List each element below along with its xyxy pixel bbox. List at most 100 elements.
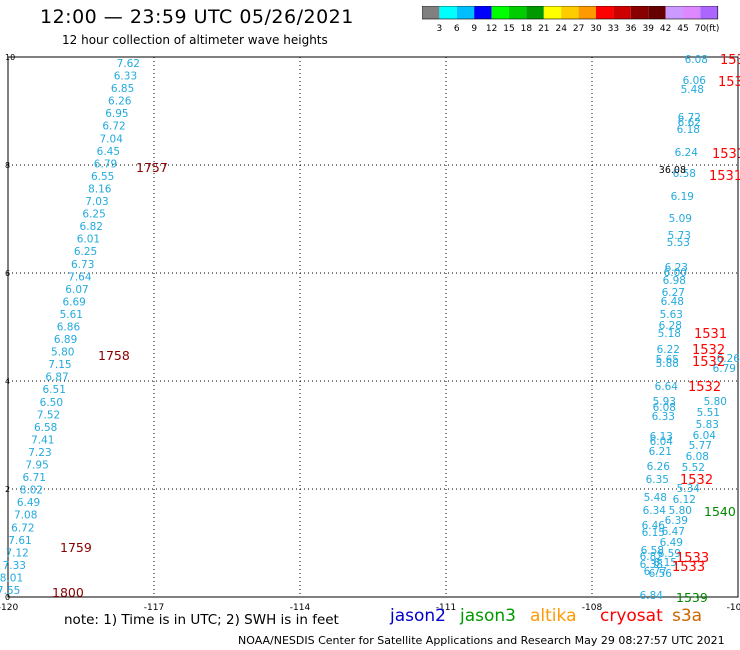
swh-value: 6.07 [65,284,88,296]
pass-time-label: 153 [718,75,740,90]
color-legend: 3 6 9 12 15 18 21 24 27 30 33 36 39 42 45 70 (ft) [421,5,722,36]
swh-value: 6.86 [57,322,81,334]
legend-label: 39 [642,24,654,34]
swh-value: 6.58 [34,422,57,434]
swh-value: 7.41 [31,434,54,446]
legend-swatch [543,6,562,19]
pass-time-label: 1532 [680,473,713,488]
swh-value: 5.73 [668,230,691,242]
legend-swatch [665,6,683,19]
latitude-label: 10 [5,53,15,62]
legend-label: 24 [555,24,567,34]
swh-value: 6.35 [646,474,669,486]
swh-value: 5.51 [697,407,720,419]
pass-time-label: 1533 [676,551,709,566]
swh-value: 6.24 [675,147,699,159]
swh-value: 6.26 [717,353,740,365]
swh-value: 6.51 [43,384,66,396]
swh-value: 5.80 [51,347,74,359]
swh-value: 6.72 [102,121,125,133]
swh-value: 6.45 [97,146,120,158]
swh-value: 6.69 [62,296,85,308]
legend-swatch [683,6,701,19]
legend-label: 33 [608,24,619,34]
swh-value: 6.01 [77,234,100,246]
swh-value: 6.22 [657,344,680,356]
legend-swatch [439,6,457,19]
legend-swatch [474,6,492,19]
swh-value: 6.04 [650,436,674,448]
swh-value: 8.01 [0,572,23,584]
swh-value: 6.06 [683,75,707,87]
swh-value: 6.39 [665,515,688,527]
swh-value: 8.02 [20,485,43,497]
pass-time-label: 1531 [712,147,740,162]
swh-value: 6.27 [662,287,685,299]
legend-label: 12 [486,24,497,34]
swh-value: 5.48 [681,84,704,96]
swh-value: 6.58 [673,168,696,180]
swh-value: 7.64 [68,271,92,283]
satellite-cryosat: cryosat [600,606,663,626]
pass-time-label: 1532 [688,380,721,395]
satellite-jason2: jason2 [390,606,446,626]
swh-value: 7.03 [85,196,108,208]
swh-value: 6.49 [17,497,40,509]
legend-swatch [613,6,631,19]
legend-label: 30 [590,24,602,34]
swh-value: 5.63 [660,309,683,321]
legend-label: 70 [695,24,707,34]
swh-value: 6.87 [45,372,68,384]
page-subtitle: 12 hour collection of altimeter wave hei… [62,33,328,47]
swh-value: 6.50 [40,397,63,409]
longitude-label: -108 [582,603,603,613]
swh-value: 6.72 [678,112,701,124]
legend-label: 9 [471,24,477,34]
swh-value: 6.79 [713,363,736,375]
swh-value: 6.64 [655,381,679,393]
pass-time-label: 1532 [692,355,725,370]
swh-value: 6.25 [74,246,97,258]
latitude-label: 4 [5,377,10,386]
swh-value: 5.09 [669,213,692,225]
legend-label: 6 [454,24,460,34]
longitude-label: -117 [144,603,164,613]
swh-value: 5.77 [689,440,712,452]
latitude-label: 0 [5,593,10,602]
swh-value: 8.16 [88,183,112,195]
legend-swatch [491,6,509,19]
swh-value: 5.53 [667,237,690,249]
swh-value: 6.46 [642,520,666,532]
swh-value: 5.88 [656,358,679,370]
swh-value: 7.62 [117,58,140,70]
longitude-label: -114 [290,603,311,613]
swh-value: 6.58 [641,545,664,557]
legend-label: 21 [538,24,549,34]
swh-value: 6.98 [663,275,686,287]
swh-value: 5.83 [696,419,719,431]
legend-label: (ft) [706,24,720,34]
legend-swatch [578,6,596,19]
swh-value: 7.23 [28,447,51,459]
swh-value: 7.95 [25,460,48,472]
track-left: 7.626.336.856.266.956.727.046.456.796.55… [0,58,168,600]
legend-label: 42 [660,24,671,34]
pass-time-label: 1758 [98,348,130,363]
map-grid [7,56,739,598]
longitude-label: -120 [0,603,18,613]
swh-value: 6.47 [662,526,685,538]
swh-value: 6.55 [91,171,114,183]
swh-value: 7.12 [5,547,28,559]
legend-swatch [509,6,527,19]
pass-time-label: 153 [720,53,740,68]
swh-value: 6.08 [653,402,676,414]
swh-value: 6.82 [640,551,663,563]
swh-value: 6.72 [11,522,34,534]
latitude-label: 8 [5,161,10,170]
longitude-label: -10 [727,603,740,613]
swh-value: 6.15 [654,557,677,569]
legend-swatch [422,6,440,19]
swh-value: 6.04 [693,430,717,442]
swh-value: 5.80 [669,505,692,517]
swh-value: 6.34 [643,505,667,517]
